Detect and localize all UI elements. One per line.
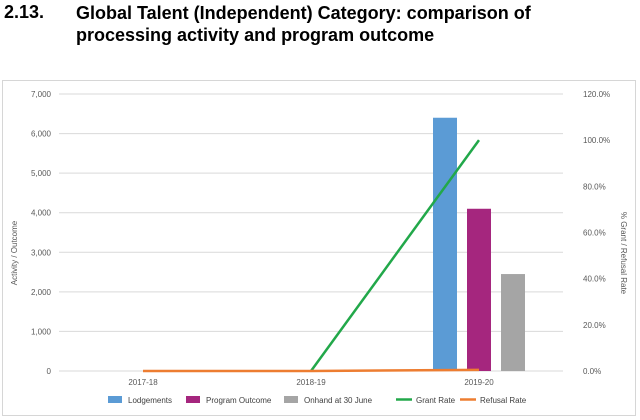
series-line [143, 368, 480, 373]
legend-label: Lodgements [128, 396, 172, 405]
y-tick-label: 6,000 [31, 130, 52, 139]
y2-axis-label: % Grant / Refusal Rate [619, 212, 628, 295]
right-axis-ticks: 0.0% 20.0% 40.0% 60.0% 80.0% 100.0% 120.0% [583, 90, 610, 376]
legend: Lodgements Program Outcome Onhand at 30 Ju… [108, 396, 527, 405]
y2-tick-label: 0.0% [583, 367, 601, 376]
section-heading: 2.13. Global Talent (Independent) Catego… [0, 0, 640, 60]
left-axis-ticks: 0 1,000 2,000 3,000 4,000 5,000 6,000 7,000 [31, 90, 52, 376]
y2-tick-label: 80.0% [583, 182, 606, 191]
y-tick-label: 2,000 [31, 288, 52, 297]
x-axis-ticks: 2017-18 2018-19 2019-20 [128, 378, 494, 387]
section-title: Global Talent (Independent) Category: co… [76, 3, 531, 45]
legend-swatch [284, 396, 298, 403]
y2-tick-label: 120.0% [583, 90, 610, 99]
combo-chart: 0 1,000 2,000 3,000 4,000 5,000 6,000 7,000 0.0… [10, 90, 628, 405]
legend-label: Onhand at 30 June [304, 396, 373, 405]
y2-tick-label: 40.0% [583, 275, 606, 284]
legend-swatch [186, 396, 200, 403]
section-number: 2.13. [4, 2, 45, 22]
x-tick-label: 2017-18 [128, 378, 158, 387]
y-axis-label: Activity / Outcome [10, 220, 19, 285]
y-tick-label: 7,000 [31, 90, 52, 99]
bar [501, 274, 525, 371]
y2-tick-label: 20.0% [583, 321, 606, 330]
legend-swatch [108, 396, 122, 403]
y-tick-label: 1,000 [31, 327, 52, 336]
bar-series [433, 117, 525, 371]
y-tick-label: 4,000 [31, 209, 52, 218]
y2-tick-label: 60.0% [583, 229, 606, 238]
gridlines [59, 93, 563, 372]
bar [467, 208, 491, 371]
chart-container: 0 1,000 2,000 3,000 4,000 5,000 6,000 7,000 0.0… [2, 80, 636, 416]
line-series [143, 139, 481, 373]
legend-label: Program Outcome [206, 396, 272, 405]
x-tick-label: 2018-19 [296, 378, 326, 387]
y2-tick-label: 100.0% [583, 136, 610, 145]
x-tick-label: 2019-20 [464, 378, 494, 387]
series-line [309, 139, 481, 372]
legend-label: Refusal Rate [480, 396, 527, 405]
y-tick-label: 3,000 [31, 248, 52, 257]
bar [433, 117, 457, 371]
legend-label: Grant Rate [416, 396, 456, 405]
y-tick-label: 5,000 [31, 169, 52, 178]
y-tick-label: 0 [47, 367, 52, 376]
